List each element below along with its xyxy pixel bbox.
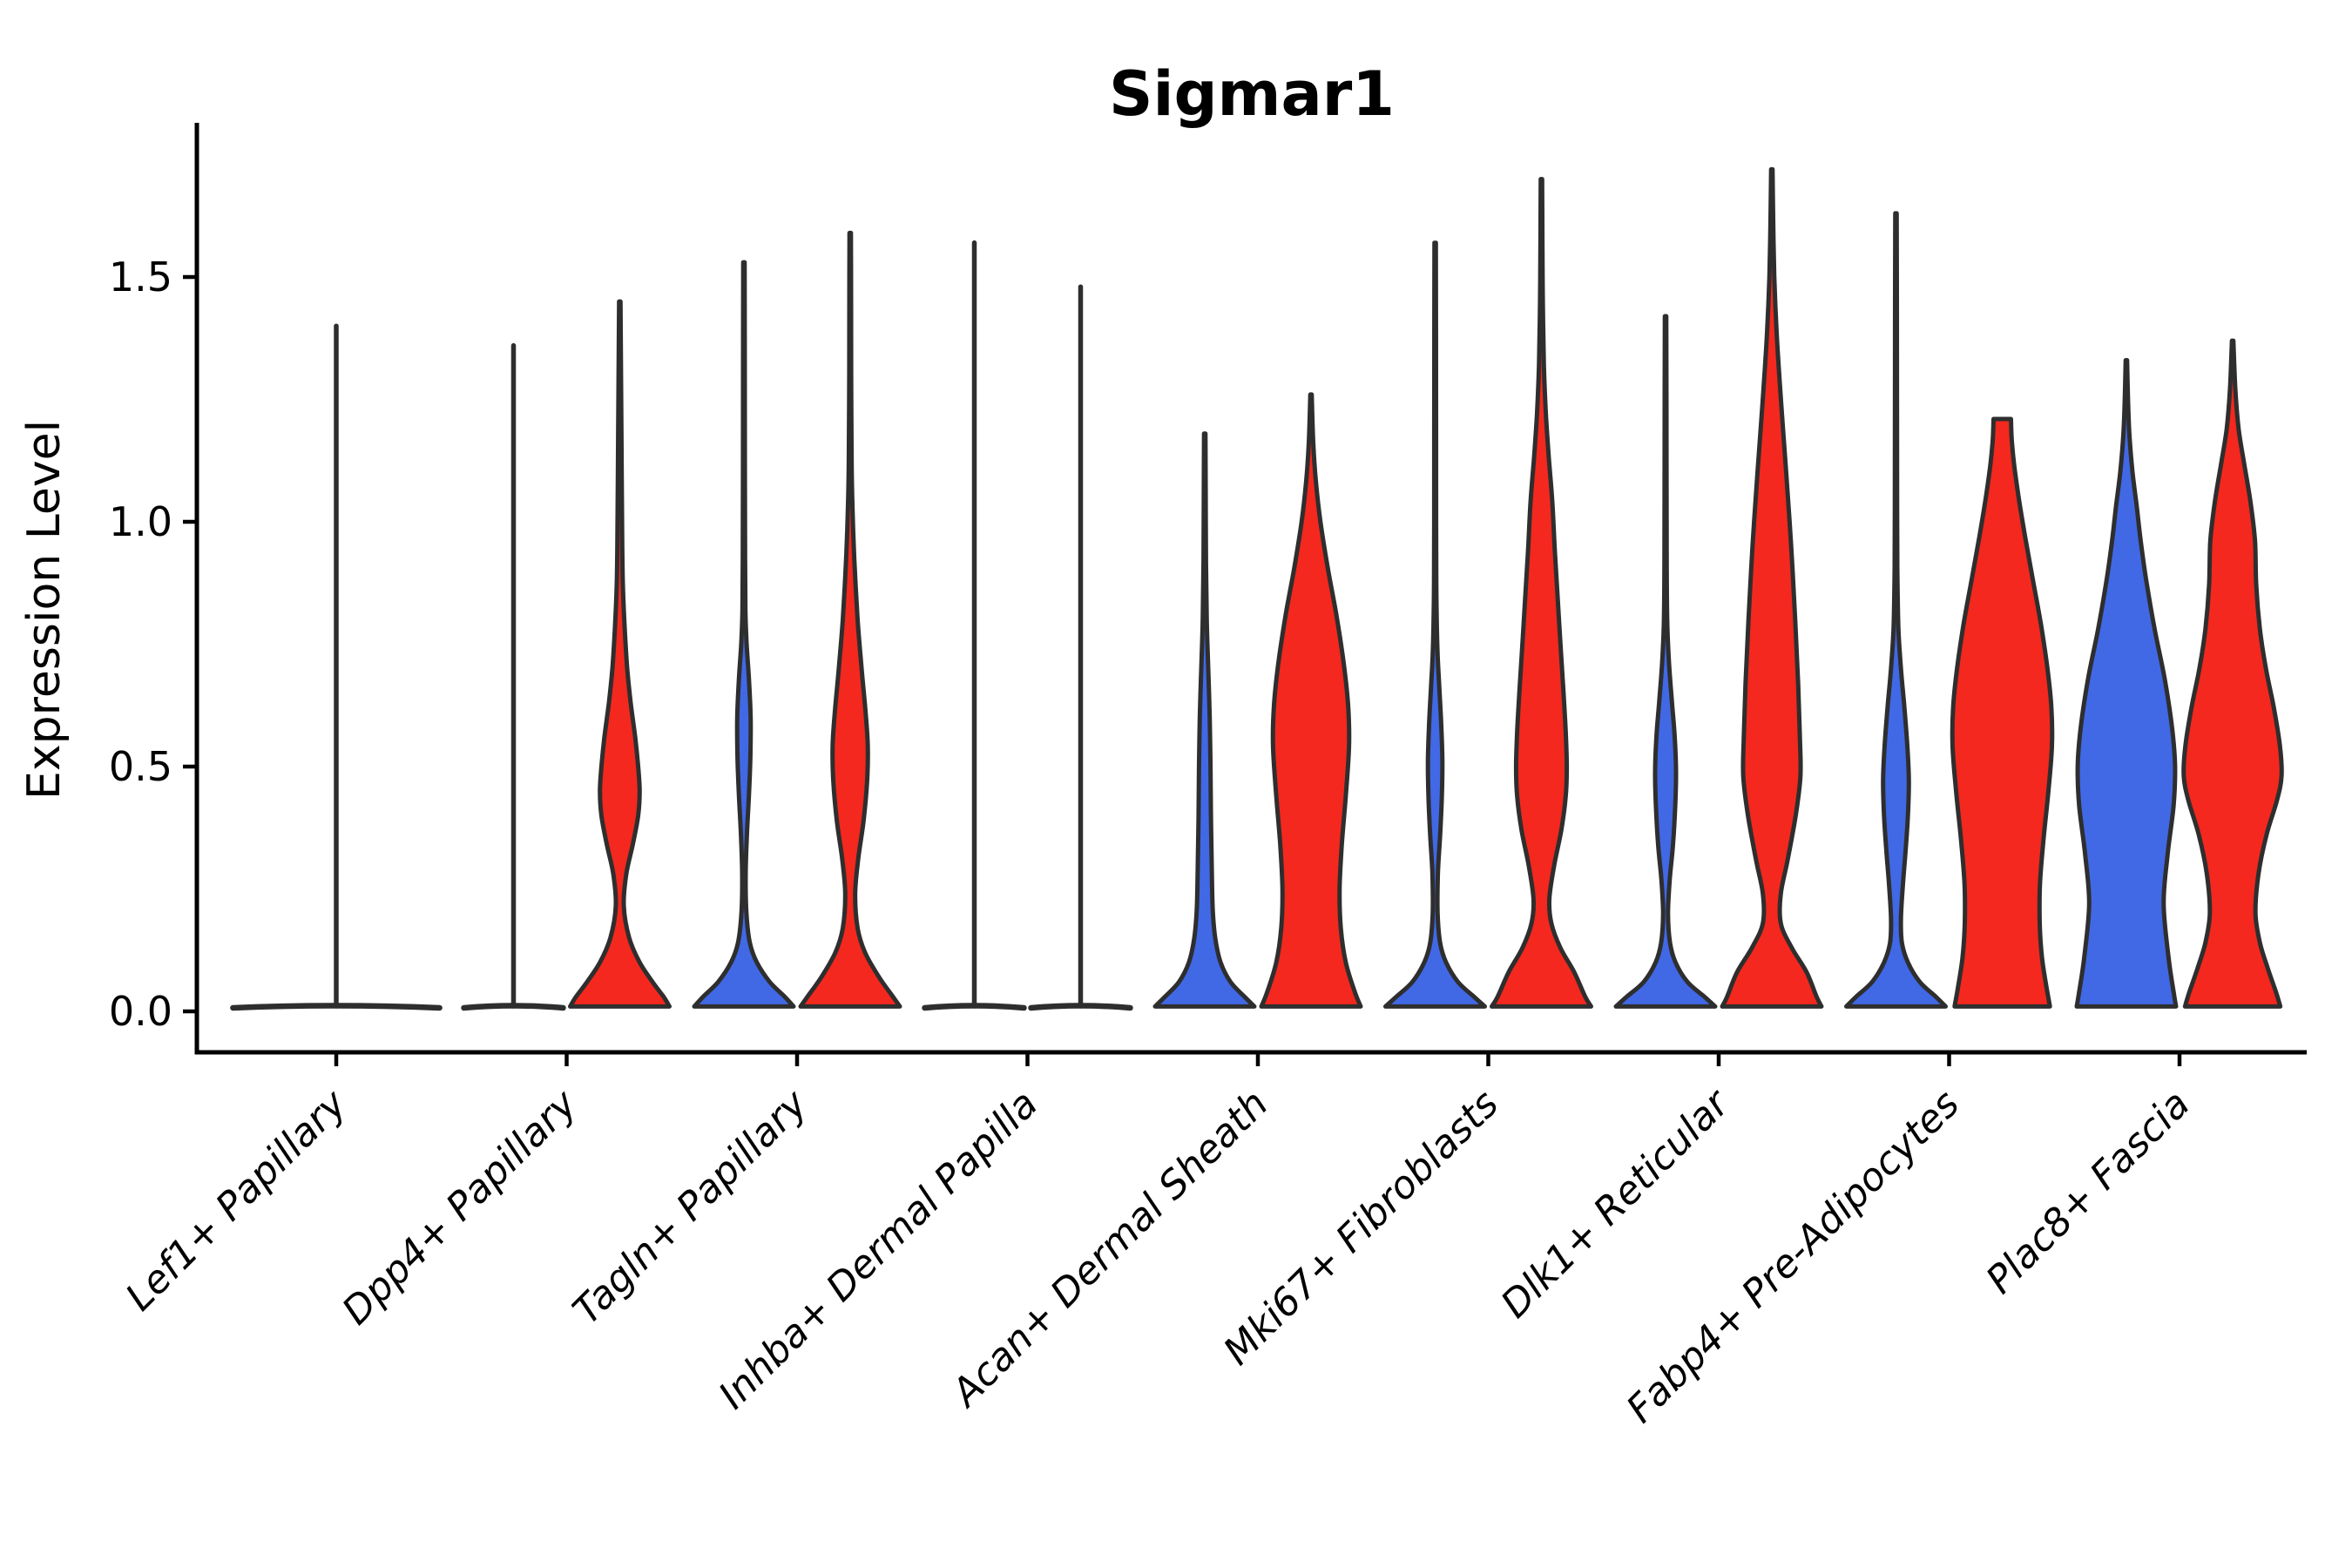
violin-blue-cat7 [1613,314,1718,1009]
violin-red-cat8 [1950,416,2055,1009]
x-tick-label: Tagln+ Papillary [564,1081,816,1333]
violin-blue-cat5 [1152,431,1257,1009]
x-tick-label: Dpp4+ Papillary [334,1081,586,1334]
violins-group [230,166,2284,1011]
y-tick-label: 0.5 [109,743,172,790]
x-tick-label: Dlk1+ Reticular [1492,1080,1739,1327]
y-tick-label: 1.5 [109,253,172,301]
violin-red-cat3 [798,230,902,1009]
violin-blue-cat6 [1383,240,1487,1009]
violin-blue-cat8 [1844,211,1948,1009]
violin-blue-cat9 [2074,358,2179,1009]
y-axis-label: Expression Level [18,420,71,800]
x-tick-label: Plac8+ Fascia [1977,1082,2198,1302]
violin-red-cat6 [1490,177,1593,1009]
violin-red-cat2 [568,299,672,1009]
x-tick-label: Lef1+ Papillary [118,1081,356,1320]
violin-blue-cat3 [692,260,796,1009]
violin-red-cat9 [2181,338,2284,1009]
y-tick-label: 1.0 [109,498,172,545]
violin-red-cat7 [1720,166,1824,1009]
y-axis-ticks: 0.0 0.5 1.0 1.5 [109,253,197,1035]
y-tick-label: 0.0 [109,988,172,1035]
chart-title: Sigmar1 [1109,58,1395,130]
violin-red-cat5 [1259,392,1363,1009]
